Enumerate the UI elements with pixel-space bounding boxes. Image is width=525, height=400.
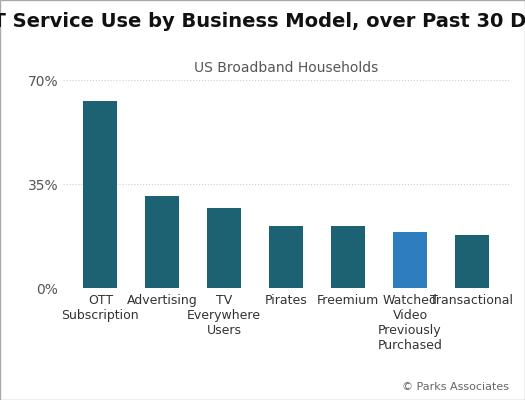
Bar xyxy=(269,226,303,288)
Bar xyxy=(83,101,118,288)
Bar xyxy=(207,208,241,288)
Bar xyxy=(331,226,365,288)
Bar xyxy=(145,196,179,288)
Bar xyxy=(455,234,489,288)
Title: US Broadband Households: US Broadband Households xyxy=(194,61,378,75)
Text: © Parks Associates: © Parks Associates xyxy=(402,382,509,392)
Bar xyxy=(393,232,427,288)
Text: OTT Service Use by Business Model, over Past 30 Days: OTT Service Use by Business Model, over … xyxy=(0,12,525,31)
